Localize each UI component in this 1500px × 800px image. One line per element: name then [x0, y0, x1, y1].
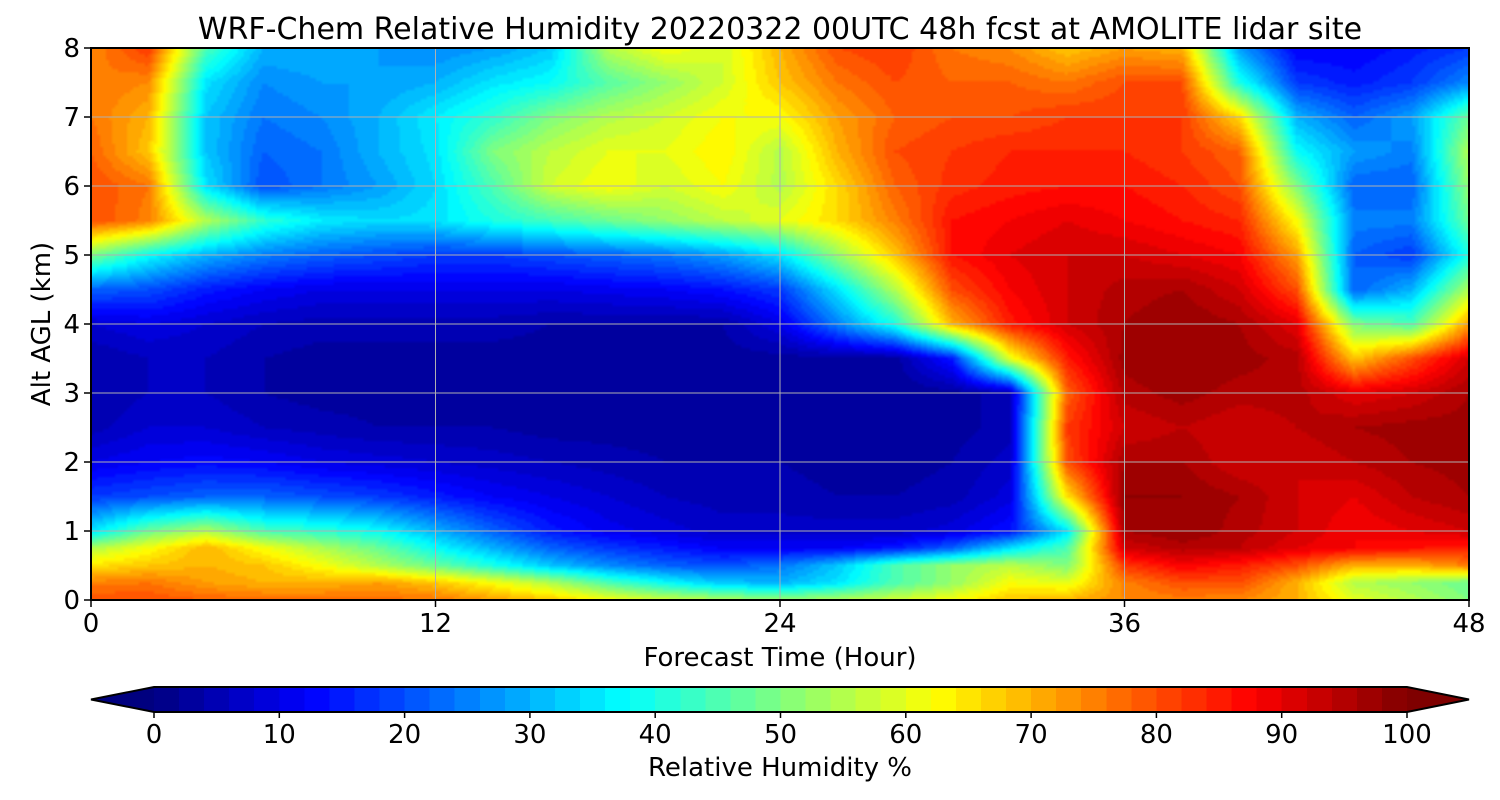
y-tick-label: 7: [63, 103, 80, 133]
y-tick-label: 2: [63, 448, 80, 478]
y-tick-label: 5: [63, 241, 80, 271]
colorbar-tick-label: 60: [889, 720, 922, 750]
y-tick-label: 0: [63, 586, 80, 616]
y-tick-label: 1: [63, 517, 80, 547]
x-axis-ticks: 0 12 24 36 48: [83, 600, 1486, 639]
x-tick-label: 0: [83, 609, 100, 639]
colorbar-tick-label: 80: [1140, 720, 1173, 750]
y-tick-label: 3: [63, 379, 80, 409]
colorbar-label: Relative Humidity %: [648, 753, 912, 783]
colorbar-tick-label: 50: [764, 720, 797, 750]
y-tick-label: 6: [63, 172, 80, 202]
y-tick-label: 4: [63, 310, 80, 340]
colorbar-tick-label: 100: [1382, 720, 1432, 750]
colorbar-tick-label: 70: [1015, 720, 1048, 750]
colorbar-tick-label: 90: [1265, 720, 1298, 750]
colorbar-tick-label: 40: [639, 720, 672, 750]
colorbar-extend-low: [91, 687, 154, 712]
colorbar-tick-label: 0: [146, 720, 163, 750]
colorbar-tick-label: 30: [513, 720, 546, 750]
x-tick-label: 24: [763, 609, 796, 639]
y-axis-ticks: 0 1 2 3 4 5 6 7 8: [63, 34, 91, 616]
colorbar-tick-label: 20: [388, 720, 421, 750]
y-tick-label: 8: [63, 34, 80, 64]
x-axis-label: Forecast Time (Hour): [643, 643, 916, 673]
x-tick-label: 36: [1108, 609, 1141, 639]
x-tick-label: 12: [419, 609, 452, 639]
colorbar: 0 10 20 30 40 50 60 70 80 90 100 Relative Humidity…: [90, 686, 1470, 783]
gridlines: [91, 48, 1469, 600]
chart-title: WRF-Chem Relative Humidity 20220322 00UT…: [198, 12, 1362, 47]
colorbar-ticks: 0 10 20 30 40 50 60 70 80 90 100: [146, 712, 1432, 750]
x-tick-label: 48: [1452, 609, 1485, 639]
y-axis-label: Alt AGL (km): [27, 242, 57, 406]
colorbar-body: [154, 687, 1407, 712]
colorbar-tick-label: 10: [263, 720, 296, 750]
colorbar-extend-high: [1407, 687, 1469, 712]
